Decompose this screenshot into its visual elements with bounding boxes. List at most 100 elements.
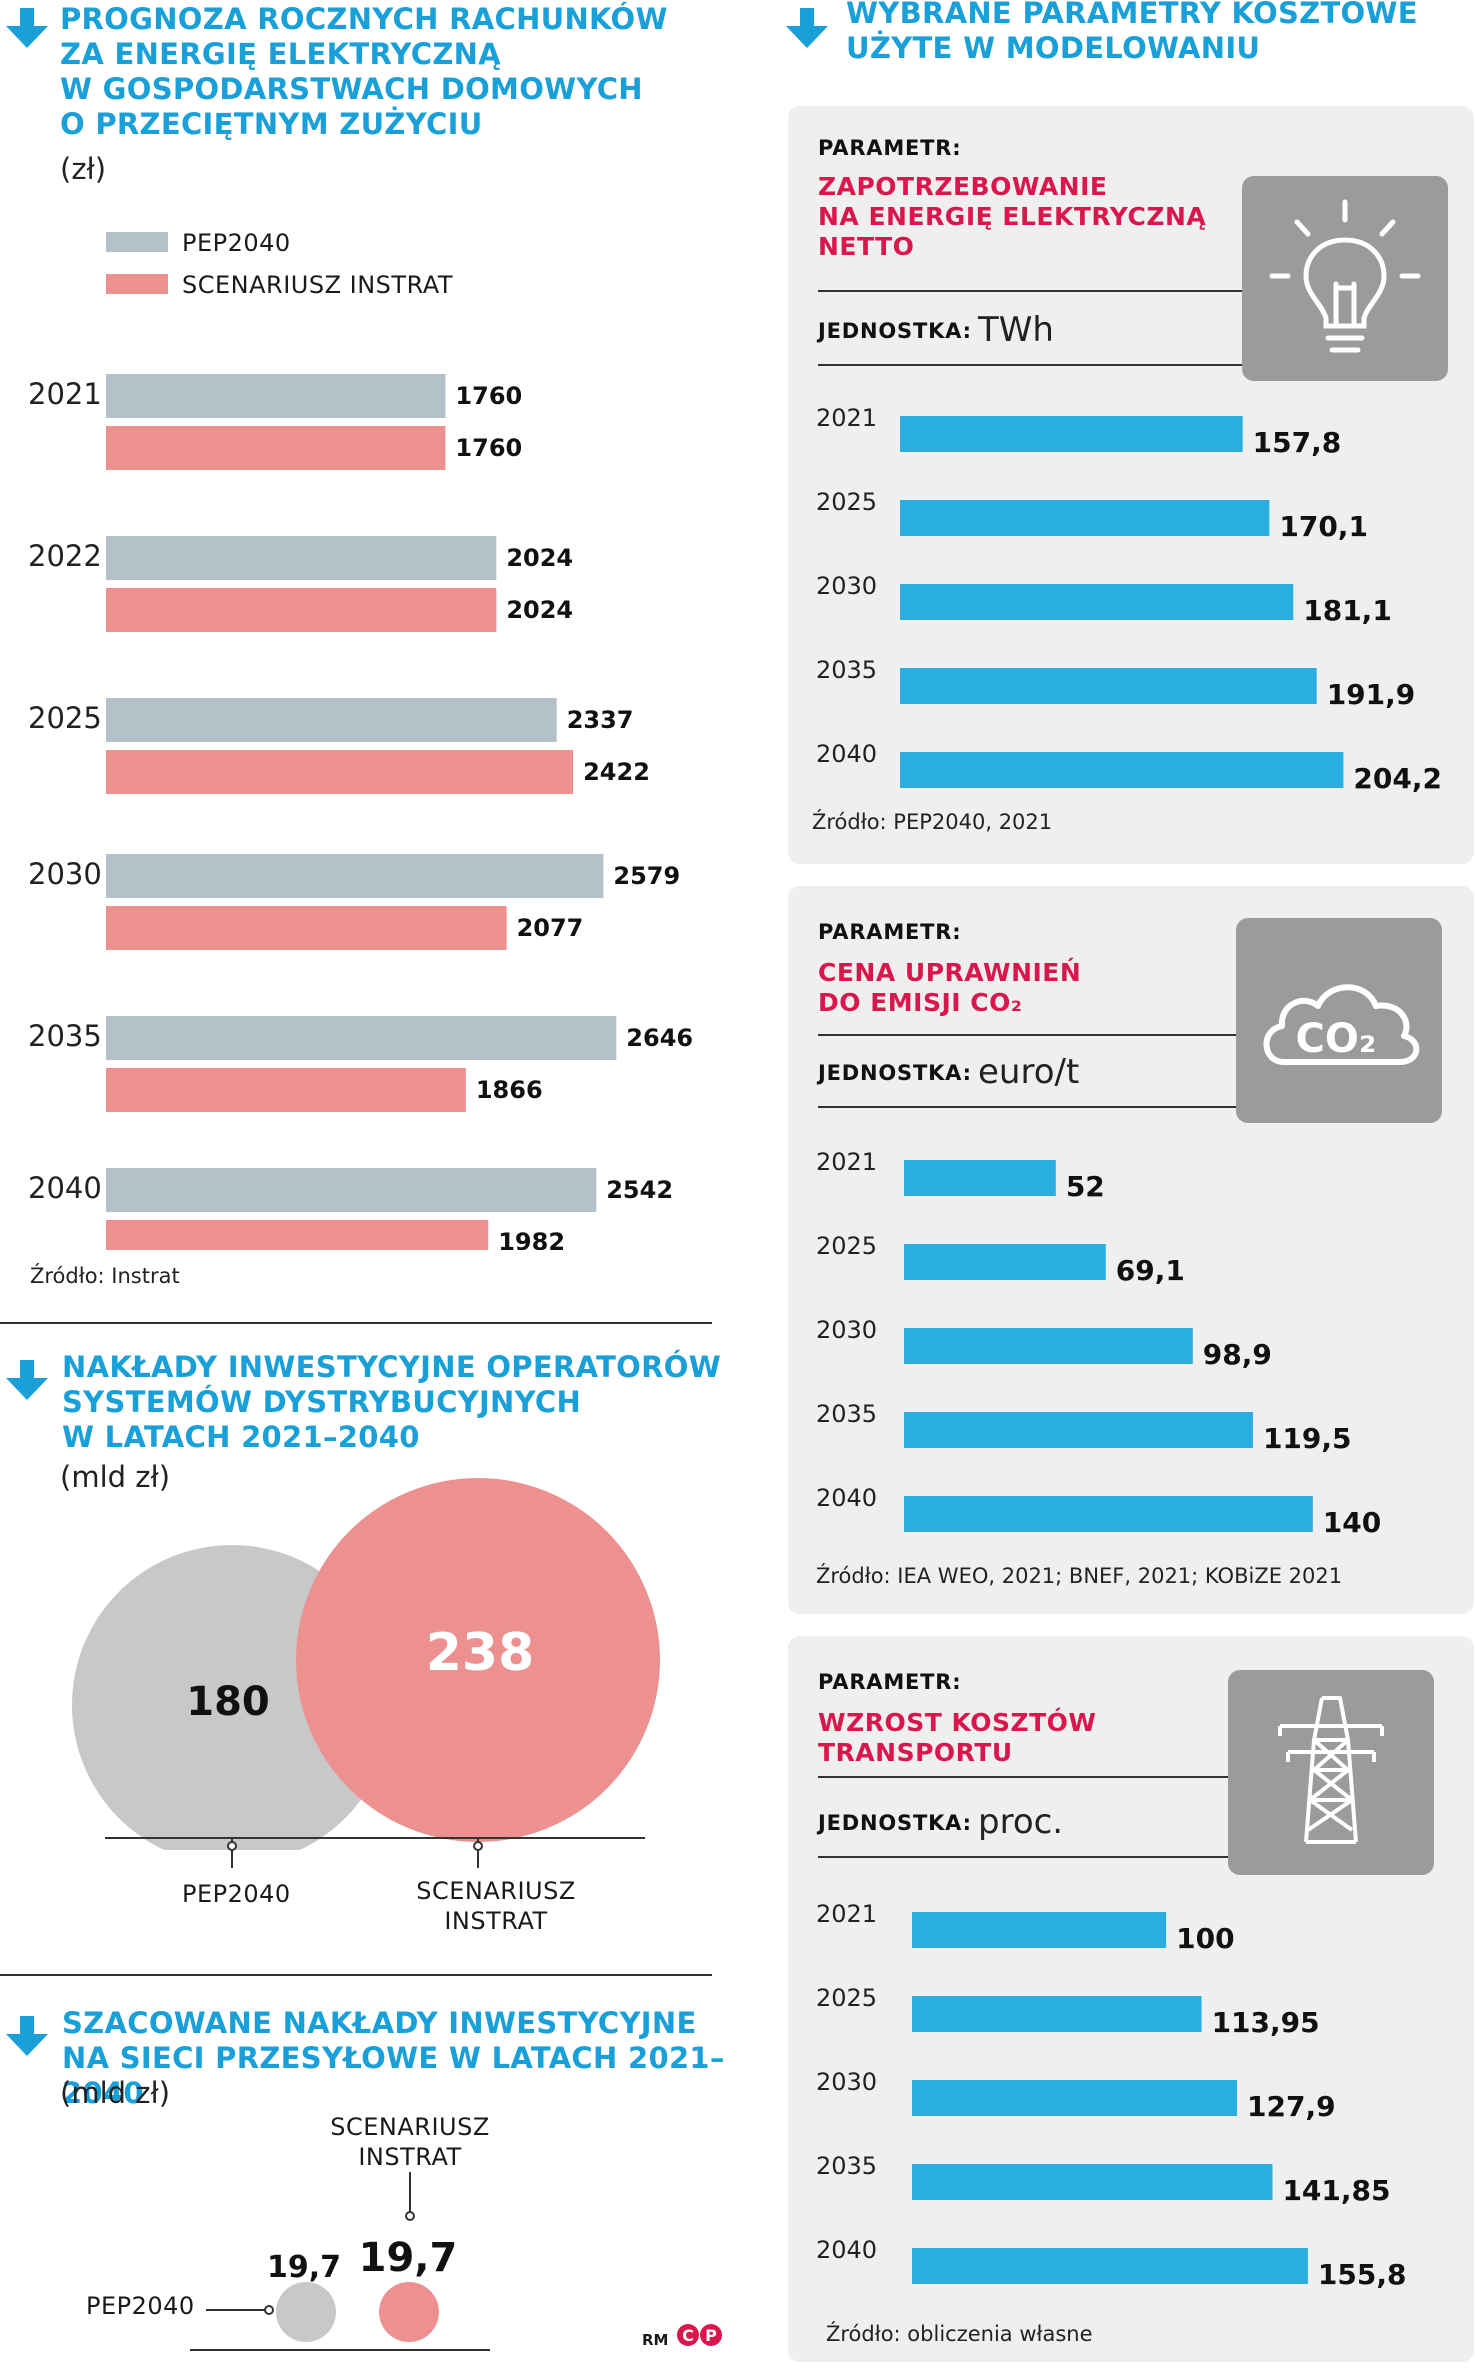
param-unit-energy: TWh [978, 310, 1054, 350]
co2-bar [904, 1160, 1056, 1196]
invest-pointers [227, 1838, 483, 1868]
co2-bar [904, 1496, 1313, 1532]
param-name-energy: ZAPOTRZEBOWANIE NA ENERGIĘ ELEKTRYCZNĄ N… [818, 172, 1207, 261]
bar-pep [106, 698, 557, 742]
divider [818, 1106, 1238, 1108]
co2-value-label: 140 [1323, 1506, 1381, 1539]
transport-year-label: 2040 [816, 2236, 877, 2264]
transport-bar-chart: 2021 100 2025 113,95 2030 127,9 2035 141,85 2040… [816, 1900, 1407, 2291]
dot-instrat [379, 2282, 439, 2342]
co2-bar [904, 1412, 1253, 1448]
invest-bubble-chart: 180 238 [72, 1478, 660, 1850]
params-title: WYBRANE PARAMETRY KOSZTOWE UŻYTE W MODEL… [846, 0, 1418, 65]
transmission-label-instrat: SCENARIUSZ INSTRAT [330, 2113, 490, 2171]
energy-source: Źródło: PEP2040, 2021 [812, 810, 1053, 834]
energy-value-label: 181,1 [1303, 594, 1392, 627]
legend-label-pep: PEP2040 [182, 229, 291, 257]
param-label: PARAMETR: [818, 136, 962, 160]
bar-pep [106, 854, 604, 898]
divider [0, 1322, 712, 1324]
transmission-chart-title: SZACOWANE NAKŁADY INWESTYCYJNE NA SIECI … [62, 2006, 725, 2110]
transport-value-label: 141,85 [1282, 2174, 1390, 2207]
co2-cloud-icon: CO₂ [1263, 984, 1420, 1065]
energy-year-label: 2035 [816, 656, 877, 684]
bar-instrat [106, 1220, 489, 1250]
co2-value-label: 52 [1066, 1170, 1105, 1203]
co2-year-label: 2025 [816, 1232, 877, 1260]
transmission-label-pep: PEP2040 [86, 2292, 195, 2320]
bar-instrat [106, 588, 497, 632]
co2-value-label: 69,1 [1116, 1254, 1185, 1287]
bar-value-label: 2077 [517, 914, 584, 942]
invest-label-instrat: SCENARIUSZ INSTRAT [416, 1877, 576, 1935]
transport-bar [912, 2164, 1273, 2200]
cp-logo: C P [676, 2322, 724, 2348]
co2-year-label: 2040 [816, 1484, 877, 1512]
dot-pep [276, 2282, 336, 2342]
energy-year-label: 2030 [816, 572, 877, 600]
bills-year-label: 2022 [28, 539, 102, 573]
bills-unit: (zł) [60, 152, 107, 186]
bar-value-label: 2579 [613, 862, 680, 890]
bar-pep [106, 374, 446, 418]
bar-value-label: 2542 [606, 1176, 673, 1204]
bar-value-label: 2024 [506, 596, 573, 624]
co2-value-label: 98,9 [1203, 1338, 1272, 1371]
bar-value-label: 2337 [567, 706, 634, 734]
unit-label: JEDNOSTKA: [818, 1061, 972, 1085]
bills-bar-chart: 2021 1760 1760 2022 2024 2024 2025 2337 2422 2030… [28, 374, 693, 1250]
icon-box [1242, 176, 1448, 381]
credit-initials: RM [642, 2331, 669, 2349]
divider [818, 1034, 1238, 1036]
bar-pep [106, 536, 497, 580]
transport-year-label: 2030 [816, 2068, 877, 2096]
transport-value-label: 155,8 [1318, 2258, 1407, 2291]
divider [818, 364, 1242, 366]
unit-label: JEDNOSTKA: [818, 319, 972, 343]
transmission-unit: (mld zł) [60, 2076, 171, 2110]
transport-value-label: 127,9 [1247, 2090, 1336, 2123]
divider [818, 290, 1242, 292]
transmission-dot-chart: 19,7 19,7 [190, 2172, 490, 2351]
bills-year-label: 2021 [28, 377, 102, 411]
transport-year-label: 2021 [816, 1900, 877, 1928]
energy-value-label: 191,9 [1327, 678, 1416, 711]
svg-text:CO₂: CO₂ [1296, 1016, 1377, 1062]
divider [818, 1776, 1228, 1778]
energy-value-label: 170,1 [1279, 510, 1368, 543]
bills-chart-title: PROGNOZA ROCZNYCH RACHUNKÓW ZA ENERGIĘ E… [60, 2, 668, 141]
invest-label-pep: PEP2040 [182, 1880, 291, 1908]
bubble-instrat-value: 238 [426, 1623, 535, 1683]
energy-bar [900, 584, 1294, 620]
transport-source: Źródło: obliczenia własne [826, 2322, 1093, 2346]
power-pylon-icon [1278, 1696, 1384, 1844]
invest-unit: (mld zł) [60, 1460, 171, 1494]
bills-year-label: 2035 [28, 1019, 102, 1053]
energy-bar [900, 668, 1317, 704]
bar-instrat [106, 906, 507, 950]
invest-chart-title: NAKŁADY INWESTYCYJNE OPERATORÓW SYSTEMÓW… [62, 1350, 721, 1454]
bar-instrat [106, 426, 446, 470]
param-label: PARAMETR: [818, 1670, 962, 1694]
transport-value-label: 100 [1176, 1922, 1234, 1955]
transmission-pep-pointer [206, 2305, 274, 2315]
lightbulb-icon [1269, 199, 1421, 353]
icon-box [1228, 1670, 1434, 1875]
energy-year-label: 2040 [816, 740, 877, 768]
co2-year-label: 2035 [816, 1400, 877, 1428]
bar-value-label: 1760 [455, 382, 522, 410]
co2-year-label: 2021 [816, 1148, 877, 1176]
co2-year-label: 2030 [816, 1316, 877, 1344]
bar-value-label: 1866 [476, 1076, 543, 1104]
bar-value-label: 2646 [626, 1024, 693, 1052]
bar-value-label: 1760 [455, 434, 522, 462]
param-unit-co2: euro/t [978, 1052, 1080, 1092]
param-name-co2: CENA UPRAWNIEŃ DO EMISJI CO₂ [818, 958, 1082, 1017]
transmission-instrat-value: 19,7 [359, 2235, 458, 2281]
bills-year-label: 2040 [28, 1171, 102, 1205]
divider [0, 1974, 712, 1976]
transport-value-label: 113,95 [1212, 2006, 1320, 2039]
transport-bar [912, 1912, 1167, 1948]
transport-bar [912, 2080, 1238, 2116]
energy-bar-chart: 2021 157,8 2025 170,1 2030 181,1 2035 191,9 2040… [816, 404, 1442, 795]
